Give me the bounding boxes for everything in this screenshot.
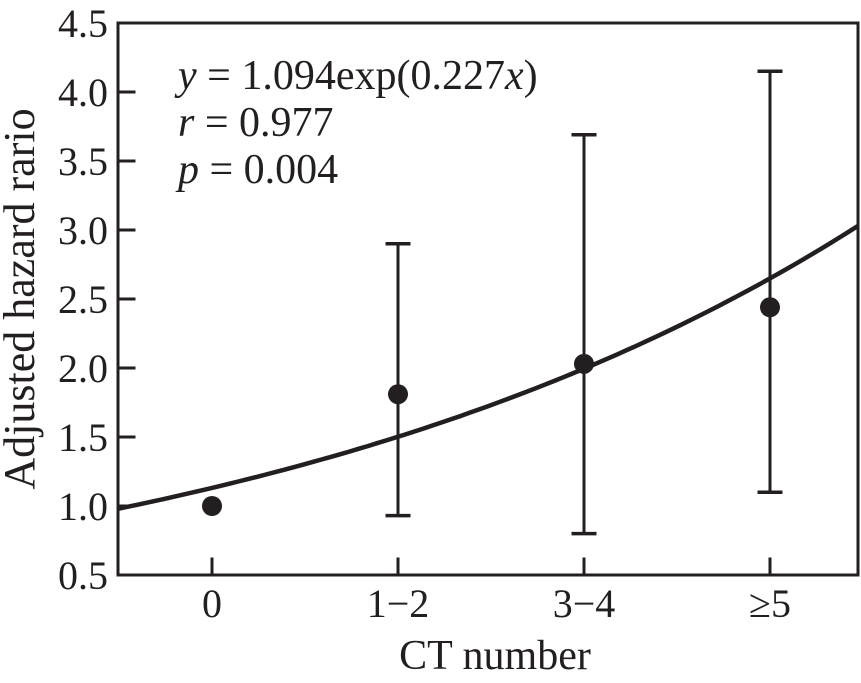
x-axis-tick-label: 3−4 <box>553 581 616 626</box>
fit-curve <box>117 223 860 511</box>
y-axis-tick-label: 1.5 <box>58 415 108 460</box>
y-axis-tick-label: 3.5 <box>58 139 108 184</box>
annotation-equation: y = 1.094exp(0.227x) <box>174 53 538 99</box>
data-point <box>760 297 780 318</box>
x-axis-tick-label: ≥5 <box>749 581 791 626</box>
y-axis-tick-label: 2.5 <box>58 277 108 322</box>
annotation-r-value: r = 0.977 <box>178 100 334 146</box>
y-axis-tick-label: 2.0 <box>58 346 108 391</box>
y-axis-title: Adjusted hazard rario <box>0 108 44 489</box>
x-axis-tick-label: 0 <box>202 581 222 626</box>
x-axis-tick-label: 1−2 <box>367 581 430 626</box>
data-point <box>388 384 408 405</box>
annotation-p-value: p = 0.004 <box>175 147 338 193</box>
error-bar <box>757 69 783 494</box>
error-bar <box>385 242 411 518</box>
y-axis-tick-label: 1.0 <box>58 484 108 529</box>
x-axis-title: CT number <box>399 633 591 679</box>
y-axis-tick-label: 4.5 <box>58 1 108 46</box>
y-axis-tick-label: 3.0 <box>58 208 108 253</box>
error-bar <box>571 133 597 536</box>
data-point <box>202 496 222 516</box>
data-point <box>574 353 594 374</box>
y-axis-tick-label: 0.5 <box>58 553 108 598</box>
y-axis-tick-label: 4.0 <box>58 70 108 115</box>
plot-frame <box>116 21 860 577</box>
